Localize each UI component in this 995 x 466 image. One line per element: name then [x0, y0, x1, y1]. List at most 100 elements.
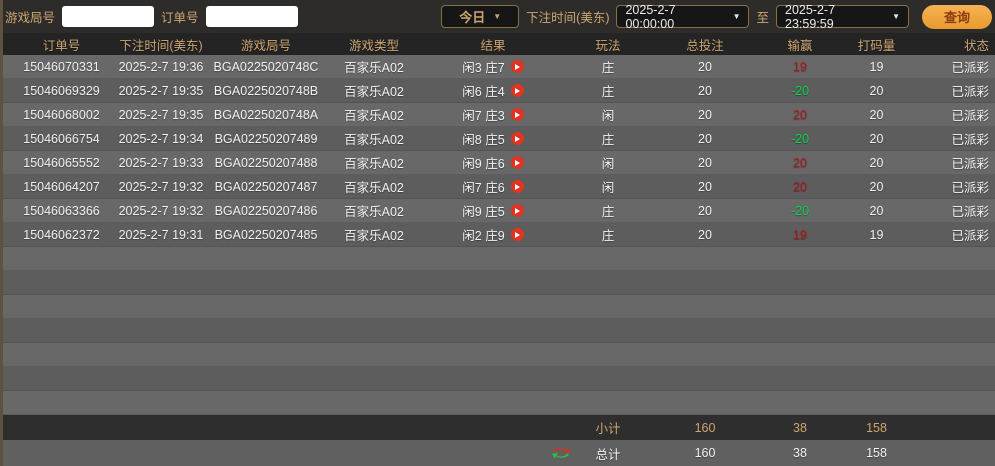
- cell-round-no: BGA0225020748C: [213, 59, 319, 74]
- play-video-icon[interactable]: [510, 180, 524, 193]
- cell-play-type: 庄: [601, 229, 615, 243]
- play-video-icon[interactable]: [510, 156, 524, 169]
- subtotal-total-bet: 160: [694, 420, 716, 435]
- empty-row: [3, 271, 995, 295]
- chevron-down-icon: ▼: [493, 12, 502, 21]
- empty-row: [3, 319, 995, 343]
- cell-total-bet: 20: [698, 203, 712, 218]
- date-to-select[interactable]: 2025-2-7 23:59:59 ▼: [776, 3, 909, 31]
- cell-result: 闲7 庄3: [428, 105, 558, 124]
- result-text: 闲2 庄9: [462, 229, 505, 243]
- cell-bet-time: 2025-2-7 19:33: [118, 155, 204, 170]
- column-header-5: 结果: [480, 38, 506, 53]
- bet-time-label: 下注时间(美东): [526, 11, 610, 25]
- cell-status: 已派彩: [951, 157, 989, 171]
- table-row[interactable]: 15046069329 2025-2-7 19:35 BGA0225020748…: [3, 79, 995, 103]
- cell-order-no: 15046062372: [23, 227, 100, 242]
- cell-win-loss: 20: [793, 179, 807, 194]
- table-row[interactable]: 15046062372 2025-2-7 19:31 BGA0225020748…: [3, 223, 995, 247]
- table-row[interactable]: 15046063366 2025-2-7 19:32 BGA0225020748…: [3, 199, 995, 223]
- column-header-7: 总投注: [686, 38, 724, 53]
- play-video-icon[interactable]: [510, 132, 524, 145]
- game-round-input[interactable]: [62, 6, 155, 27]
- result-text: 闲7 庄6: [462, 181, 505, 195]
- cell-status: 已派彩: [951, 205, 989, 219]
- play-video-icon[interactable]: [510, 60, 524, 73]
- play-video-icon[interactable]: [510, 84, 524, 97]
- table-row[interactable]: 15046066754 2025-2-7 19:34 BGA0225020748…: [3, 127, 995, 151]
- cell-game-type: 百家乐A02: [344, 133, 404, 147]
- table-row[interactable]: 15046068002 2025-2-7 19:35 BGA0225020748…: [3, 103, 995, 127]
- play-video-icon[interactable]: [510, 228, 524, 241]
- cell-win-loss: -20: [790, 203, 810, 218]
- cell-round-no: BGA0225020748A: [213, 107, 319, 122]
- search-button[interactable]: 查询: [922, 4, 992, 29]
- play-triangle-icon: [515, 231, 521, 238]
- play-triangle-icon: [515, 183, 521, 190]
- table-row[interactable]: 15046065552 2025-2-7 19:33 BGA0225020748…: [3, 151, 995, 175]
- chevron-down-icon: ▼: [732, 12, 741, 21]
- cell-turnover: 19: [869, 59, 884, 74]
- result-text: 闲8 庄5: [462, 133, 505, 147]
- cell-order-no: 15046063366: [23, 203, 100, 218]
- cell-result: 闲3 庄7: [428, 57, 558, 76]
- cell-status: 已派彩: [951, 109, 989, 123]
- cell-order-no: 15046070331: [23, 59, 100, 74]
- total-turnover: 158: [866, 446, 887, 460]
- play-video-icon[interactable]: [510, 204, 524, 217]
- cell-total-bet: 20: [698, 59, 712, 74]
- cell-status: 已派彩: [951, 229, 989, 243]
- cell-total-bet: 20: [698, 107, 712, 122]
- total-row: 总计 160 38 158: [3, 440, 995, 466]
- cell-order-no: 15046068002: [23, 107, 100, 122]
- result-text: 闲9 庄5: [462, 205, 505, 219]
- cell-status: 已派彩: [951, 133, 989, 147]
- play-triangle-icon: [515, 159, 521, 166]
- subtotal-win-loss: 38: [793, 420, 807, 435]
- play-triangle-icon: [515, 135, 521, 142]
- cell-round-no: BGA02250207487: [214, 179, 318, 194]
- cell-status: 已派彩: [951, 181, 989, 195]
- cell-play-type: 庄: [601, 133, 615, 147]
- cell-bet-time: 2025-2-7 19:32: [118, 179, 204, 194]
- column-header-3: 游戏局号: [240, 38, 291, 53]
- play-triangle-icon: [515, 63, 521, 70]
- cell-bet-time: 2025-2-7 19:31: [118, 227, 204, 242]
- column-header-4: 游戏类型: [348, 38, 399, 53]
- cell-turnover: 20: [869, 155, 884, 170]
- cell-bet-time: 2025-2-7 19:35: [118, 107, 204, 122]
- cell-play-type: 庄: [601, 85, 615, 99]
- table-row[interactable]: 15046070331 2025-2-7 19:36 BGA0225020748…: [3, 55, 995, 79]
- game-round-label: 游戏局号: [5, 11, 56, 25]
- cell-order-no: 15046066754: [23, 131, 100, 146]
- cell-play-type: 闲: [601, 157, 615, 171]
- period-select[interactable]: 今日 ▼: [441, 5, 520, 28]
- cell-turnover: 20: [869, 131, 884, 146]
- table-row[interactable]: 15046064207 2025-2-7 19:32 BGA0225020748…: [3, 175, 995, 199]
- column-header-9: 打码量: [857, 38, 896, 53]
- cell-result: 闲8 庄5: [428, 129, 558, 148]
- cell-turnover: 20: [869, 179, 884, 194]
- empty-row: [3, 295, 995, 319]
- cell-order-no: 15046065552: [23, 155, 100, 170]
- cell-status: 已派彩: [951, 85, 989, 99]
- date-from-select[interactable]: 2025-2-7 00:00:00 ▼: [616, 3, 750, 31]
- cell-game-type: 百家乐A02: [344, 229, 404, 243]
- cell-play-type: 庄: [601, 61, 615, 75]
- cell-result: 闲9 庄5: [428, 201, 558, 220]
- cell-game-type: 百家乐A02: [344, 181, 404, 195]
- result-text: 闲3 庄7: [462, 61, 505, 75]
- order-no-input[interactable]: [205, 6, 298, 27]
- chevron-down-icon: ▼: [892, 12, 900, 21]
- cell-win-loss: 19: [793, 227, 807, 242]
- subtotal-row: 小计 160 38 158: [3, 415, 995, 440]
- cell-round-no: BGA02250207488: [214, 155, 318, 170]
- play-video-icon[interactable]: [510, 108, 524, 121]
- refresh-exchange-icon[interactable]: [551, 446, 571, 460]
- result-text: 闲6 庄4: [462, 85, 505, 99]
- cell-win-loss: 20: [793, 155, 807, 170]
- cell-result: 闲7 庄6: [428, 177, 558, 196]
- subtotal-turnover: 158: [866, 420, 887, 435]
- cell-win-loss: 20: [793, 107, 807, 122]
